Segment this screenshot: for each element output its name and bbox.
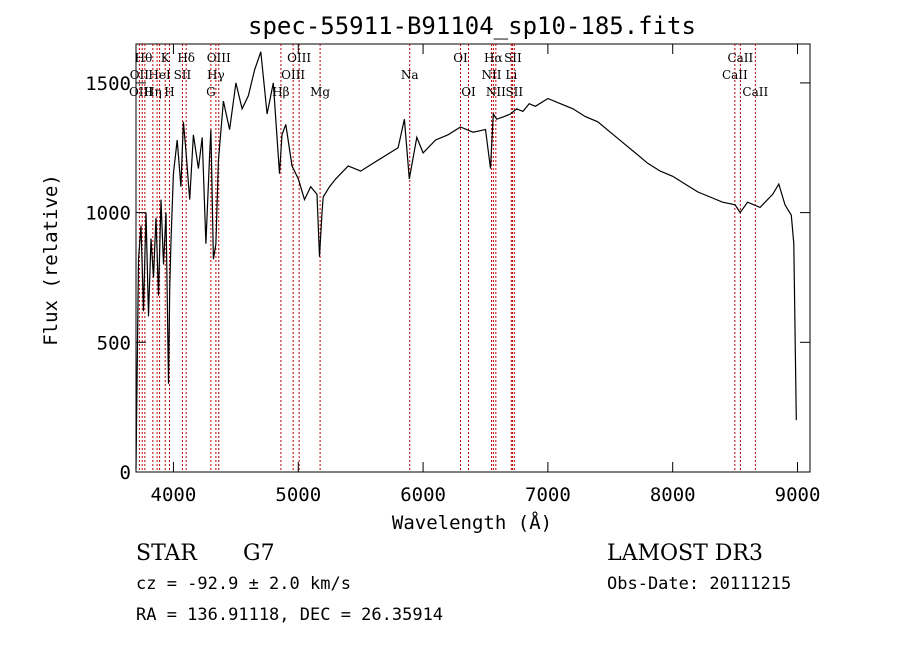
y-tick-label: 1500	[85, 73, 131, 95]
spectral-line-label: Hδ	[177, 51, 195, 65]
spectral-line-label: OII	[130, 68, 150, 82]
spectral-line-label: CaII	[742, 85, 768, 99]
axes	[135, 43, 811, 473]
spectral-line-label: K	[161, 51, 171, 65]
spectral-line-label: OI	[453, 51, 468, 65]
x-tick-label: 9000	[775, 484, 821, 506]
spectral-line-label: G	[206, 85, 216, 99]
spectrum-line	[135, 51, 797, 470]
spectral-line-label: SII	[174, 68, 192, 82]
spectral-line-label: Hβ	[272, 85, 289, 99]
spectral-line-label: CaII	[722, 68, 748, 82]
spectral-line-label: NII	[486, 85, 506, 99]
spectrum-series	[135, 51, 797, 470]
spectral-line-label: OIII	[281, 68, 305, 82]
survey-name: LAMOST DR3	[607, 541, 763, 566]
observation-date: Obs-Date: 20111215	[607, 574, 791, 594]
y-tick-label: 1000	[85, 203, 131, 225]
spectral-line-label: Hγ	[207, 68, 225, 82]
spectral-line-label: Hα	[484, 51, 503, 65]
x-tick-label: 6000	[400, 484, 446, 506]
x-tick-label: 8000	[650, 484, 696, 506]
y-axis-label: Flux (relative)	[40, 174, 62, 346]
spectral-line-label: Na	[401, 68, 419, 82]
spectral-line-label: SII	[504, 51, 522, 65]
axis-ticks: 4000 5000 6000 7000 8000 9000 0 500 1000 1500	[85, 44, 820, 506]
spectral-line-label: H	[164, 85, 174, 99]
y-tick-label: 500	[97, 332, 131, 354]
plot-frame	[135, 43, 811, 473]
spectral-line-label: OIII	[287, 51, 311, 65]
spectral-line-label: OIII	[129, 85, 153, 99]
object-subclass: G7	[243, 541, 275, 566]
spectral-line-label: Hθ	[135, 51, 153, 65]
x-tick-label: 4000	[151, 484, 197, 506]
spectral-line-label: CaII	[727, 51, 753, 65]
spectral-line-label: NII	[481, 68, 501, 82]
coordinates-info: RA = 136.91118, DEC = 26.35914	[136, 605, 443, 625]
object-class: STAR	[136, 541, 198, 566]
spectral-line-label: HeI	[148, 68, 171, 82]
spectral-line-label: Hη	[144, 85, 162, 99]
spectral-line-markers	[138, 44, 756, 472]
spectral-line-label: OIII	[207, 51, 231, 65]
spectral-line-label: OI	[461, 85, 476, 99]
x-tick-label: 5000	[275, 484, 321, 506]
spectral-line-label: SII	[505, 85, 523, 99]
chart-title: spec-55911-B91104_sp10-185.fits	[248, 12, 696, 40]
x-tick-label: 7000	[525, 484, 571, 506]
x-axis-label: Wavelength (Å)	[392, 511, 552, 534]
redshift-info: cz = -92.9 ± 2.0 km/s	[136, 574, 351, 594]
y-tick-label: 0	[120, 462, 131, 484]
spectral-line-label: Mg	[310, 85, 330, 99]
spectral-line-label: Li	[505, 68, 517, 82]
